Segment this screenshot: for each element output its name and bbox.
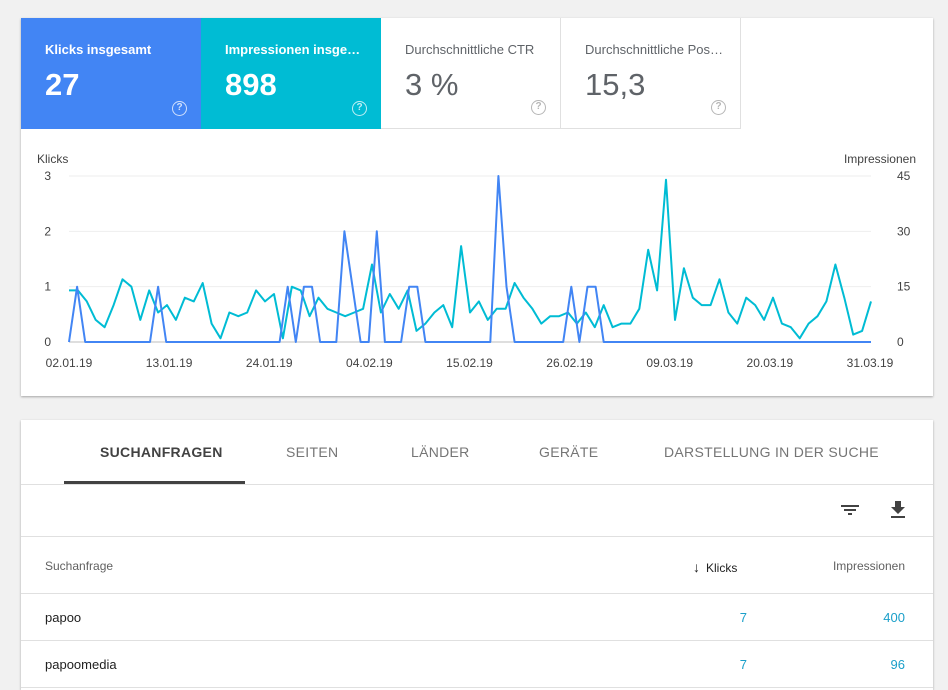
column-header-clicks-label: Klicks xyxy=(706,561,738,575)
tab-devices[interactable]: GERÄTE xyxy=(539,444,599,460)
tab-countries[interactable]: LÄNDER xyxy=(411,444,470,460)
help-circle-icon[interactable]: ? xyxy=(172,101,187,116)
help-circle-icon[interactable]: ? xyxy=(531,100,546,115)
x-tick-label: 02.01.19 xyxy=(46,356,93,370)
x-tick-label: 31.03.19 xyxy=(847,356,894,370)
query-cell: papoo xyxy=(45,610,82,625)
metric-label: Durchschnittliche CTR xyxy=(405,42,535,57)
table-row[interactable]: papoomedia 7 96 xyxy=(21,641,933,688)
metric-tiles: Klicks insgesamt 27 ? Impressionen insge… xyxy=(21,18,741,129)
table-toolbar xyxy=(21,485,933,537)
left-tick-label: 1 xyxy=(44,280,51,294)
column-header-clicks[interactable]: ↓ Klicks xyxy=(693,559,737,575)
metric-average-position[interactable]: Durchschnittliche Position 15,3 ? xyxy=(561,18,741,129)
x-tick-label: 13.01.19 xyxy=(146,356,193,370)
left-axis-title: Klicks xyxy=(37,152,68,166)
query-cell: papoomedia xyxy=(45,657,117,672)
active-tab-indicator xyxy=(64,481,245,484)
metric-label: Durchschnittliche Position xyxy=(585,42,725,57)
column-header-impressions[interactable]: Impressionen xyxy=(832,559,905,573)
series-line-impressionen xyxy=(69,178,872,340)
metric-value: 15,3 xyxy=(585,67,646,102)
clicks-cell: 7 xyxy=(739,657,747,672)
metric-average-ctr[interactable]: Durchschnittliche CTR 3 % ? xyxy=(381,18,561,129)
table-row[interactable]: papoo 7 400 xyxy=(21,594,933,641)
right-tick-label: 45 xyxy=(897,169,911,183)
performance-card: Klicks insgesamt 27 ? Impressionen insge… xyxy=(21,18,933,396)
x-tick-label: 04.02.19 xyxy=(346,356,393,370)
column-header-query[interactable]: Suchanfrage xyxy=(45,559,114,573)
right-axis-title: Impressionen xyxy=(844,152,916,166)
tab-bar: SUCHANFRAGEN SEITEN LÄNDER GERÄTE DARSTE… xyxy=(21,420,933,485)
right-tick-label: 0 xyxy=(897,335,904,349)
x-tick-label: 26.02.19 xyxy=(546,356,593,370)
series-line-klicks xyxy=(68,175,871,343)
tab-queries[interactable]: SUCHANFRAGEN xyxy=(100,444,223,460)
impressions-cell: 96 xyxy=(890,657,905,672)
x-tick-label: 15.02.19 xyxy=(446,356,493,370)
tab-search-appearance[interactable]: DARSTELLUNG IN DER SUCHE xyxy=(664,444,879,460)
x-tick-label: 24.01.19 xyxy=(246,356,293,370)
sort-arrow-down-icon: ↓ xyxy=(693,559,700,575)
details-card: SUCHANFRAGEN SEITEN LÄNDER GERÄTE DARSTE… xyxy=(21,420,933,690)
help-circle-icon[interactable]: ? xyxy=(352,101,367,116)
help-circle-icon[interactable]: ? xyxy=(711,100,726,115)
right-tick-label: 30 xyxy=(897,224,911,238)
metric-value: 3 % xyxy=(405,67,459,102)
metric-label: Klicks insgesamt xyxy=(45,42,152,57)
metric-value: 898 xyxy=(225,67,277,102)
filter-icon[interactable] xyxy=(838,498,862,522)
metric-total-impressions[interactable]: Impressionen insgesamt 898 ? xyxy=(201,18,381,129)
x-tick-label: 09.03.19 xyxy=(646,356,693,370)
clicks-cell: 7 xyxy=(739,610,747,625)
table-header: Suchanfrage ↓ Klicks Impressionen xyxy=(21,537,933,594)
tab-pages[interactable]: SEITEN xyxy=(286,444,339,460)
metric-total-clicks[interactable]: Klicks insgesamt 27 ? xyxy=(21,18,201,129)
x-tick-label: 20.03.19 xyxy=(747,356,794,370)
download-icon[interactable] xyxy=(886,498,910,522)
performance-line-chart[interactable]: Klicks Impressionen 3 45 2 30 1 15 0 0 02.01.19 13.… xyxy=(21,143,933,396)
right-tick-label: 15 xyxy=(897,280,911,294)
left-tick-label: 3 xyxy=(44,169,51,183)
metric-label: Impressionen insgesamt xyxy=(225,42,365,57)
left-tick-label: 0 xyxy=(44,335,51,349)
impressions-cell: 400 xyxy=(883,610,905,625)
left-tick-label: 2 xyxy=(44,224,51,238)
metric-value: 27 xyxy=(45,67,80,102)
